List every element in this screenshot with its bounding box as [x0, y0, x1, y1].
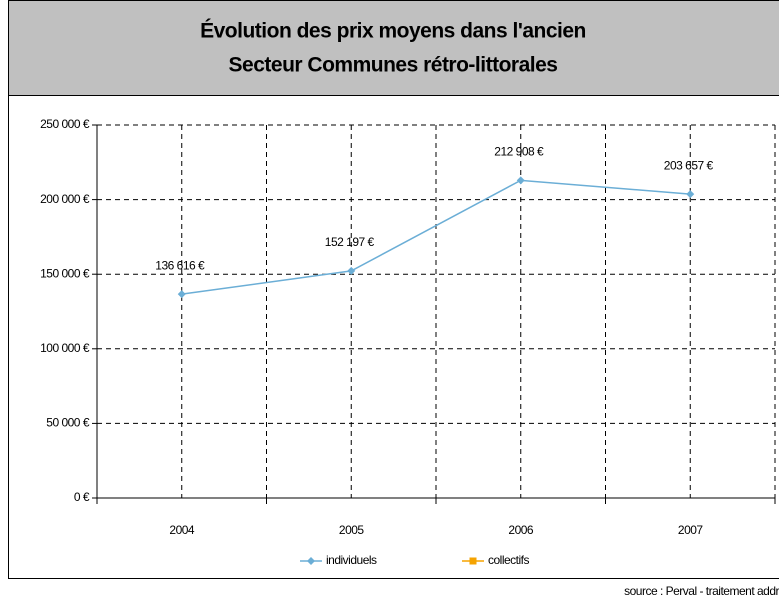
marker [347, 266, 356, 275]
title-box [8, 0, 779, 96]
source: source : Perval - traitement addr [624, 584, 779, 598]
marker [469, 557, 477, 565]
chart-title: Évolution des prix moyens dans l'ancien [200, 20, 586, 43]
marker [307, 557, 315, 565]
marker [177, 290, 186, 299]
marker [516, 176, 525, 185]
y-tick-label: 250 000 € [40, 117, 90, 131]
legend-label: collectifs [488, 553, 530, 567]
y-tick-label: 100 000 € [40, 341, 90, 355]
data-label: 136 616 € [155, 258, 205, 272]
x-tick-label: 2006 [508, 523, 534, 537]
data-label: 212 908 € [494, 145, 544, 159]
marker [686, 190, 695, 199]
x-tick-label: 2004 [169, 523, 195, 537]
y-tick-label: 50 000 € [46, 416, 90, 430]
y-tick-label: 0 € [74, 490, 90, 504]
y-tick-label: 200 000 € [40, 192, 90, 206]
chart-title: Secteur Communes rétro-littorales [229, 54, 558, 77]
legend-label: individuels [326, 553, 377, 567]
x-tick-label: 2007 [678, 523, 704, 537]
y-tick-label: 150 000 € [40, 266, 90, 280]
series-line [181, 179, 691, 295]
x-tick-label: 2005 [339, 523, 365, 537]
data-label: 152 197 € [325, 235, 375, 249]
data-label: 203 657 € [664, 158, 714, 172]
